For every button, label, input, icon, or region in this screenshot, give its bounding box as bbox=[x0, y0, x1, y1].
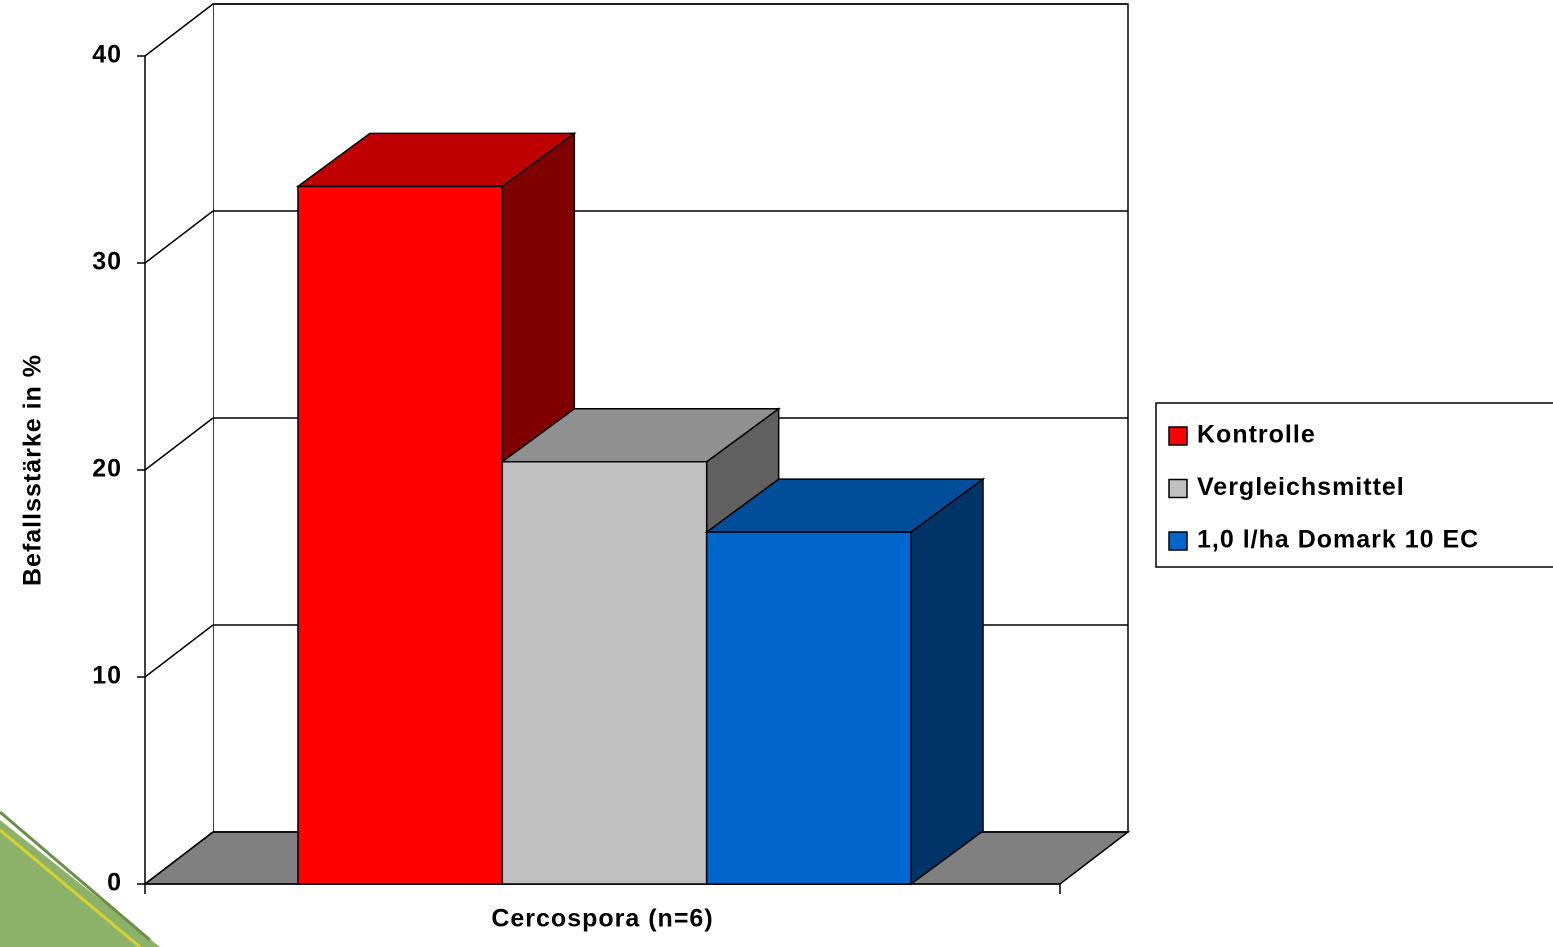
decoration bbox=[0, 810, 151, 942]
bar bbox=[705, 531, 912, 885]
legend-label: Kontrolle bbox=[1197, 421, 1316, 449]
legend-label: Vergleichsmittel bbox=[1197, 473, 1405, 501]
y-tick-label: 0 bbox=[107, 869, 122, 897]
bar bbox=[501, 460, 708, 885]
y-axis-label: Befallsstärke in % bbox=[19, 354, 47, 586]
y-tick-label: 10 bbox=[92, 662, 122, 690]
grid-line bbox=[144, 210, 214, 264]
y-tick-label: 40 bbox=[92, 41, 122, 69]
legend bbox=[1155, 402, 1553, 568]
bar-side bbox=[910, 477, 984, 886]
legend-box bbox=[1155, 402, 1553, 568]
legend-swatch bbox=[1168, 478, 1188, 499]
y-tick-label: 30 bbox=[92, 248, 122, 276]
y-tick-label: 20 bbox=[92, 455, 122, 483]
x-tick-label: Cercospora (n=6) bbox=[491, 905, 713, 933]
grid-line bbox=[144, 3, 214, 57]
grid-line bbox=[144, 831, 214, 885]
grid-line bbox=[144, 417, 214, 471]
legend-label: 1,0 l/ha Domark 10 EC bbox=[1197, 526, 1479, 554]
grid-line bbox=[144, 624, 214, 678]
decoration bbox=[0, 828, 141, 947]
bar bbox=[297, 185, 504, 885]
legend-swatch bbox=[1168, 426, 1188, 446]
legend-swatch bbox=[1168, 531, 1188, 551]
